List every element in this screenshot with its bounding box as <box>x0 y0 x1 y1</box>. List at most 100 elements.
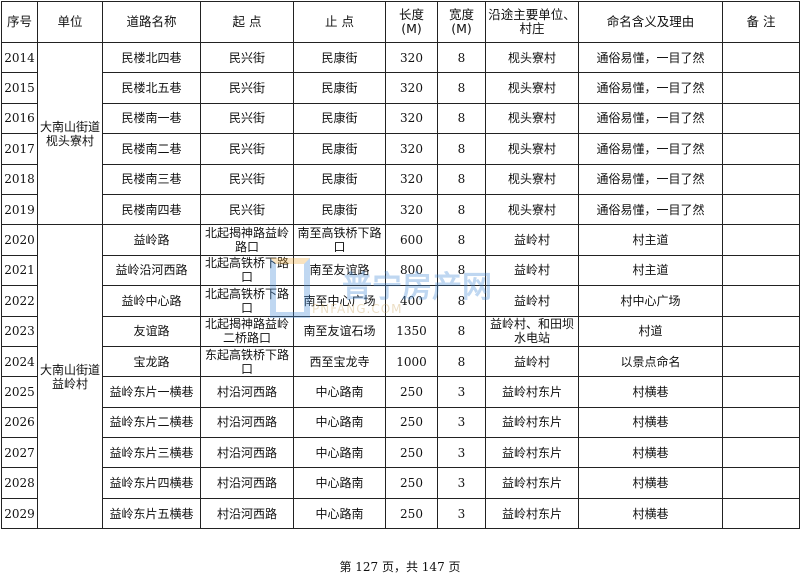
end-cell: 中心路南 <box>293 497 386 530</box>
along-cell: 枧头寮村 <box>485 193 579 226</box>
name-cell: 益岭路 <box>102 224 201 256</box>
name-cell: 益岭东片二横巷 <box>102 406 201 439</box>
along-cell: 益岭村东片 <box>485 497 579 530</box>
note-cell <box>722 224 800 256</box>
col-start-header: 起 点 <box>200 1 294 43</box>
table-row: 2016 民楼南一巷 民兴街 民康街 320 8 枧头寮村 通俗易懂，一目了然 <box>1 102 800 135</box>
length-cell: 320 <box>385 163 438 195</box>
meaning-cell: 通俗易懂，一目了然 <box>578 163 723 195</box>
along-cell: 益岭村东片 <box>485 406 579 439</box>
end-cell: 南至高铁桥下路口 <box>293 224 386 256</box>
note-cell <box>722 193 800 226</box>
end-cell: 南至友谊路 <box>293 254 386 287</box>
unit-cell: 大南山街道益岭村 <box>37 224 103 530</box>
along-cell: 益岭村东片 <box>485 437 579 469</box>
width-cell: 3 <box>437 437 486 469</box>
width-cell: 8 <box>437 133 486 165</box>
col-length-header: 长度 (M) <box>385 1 438 43</box>
length-cell: 250 <box>385 497 438 530</box>
width-cell: 8 <box>437 72 486 104</box>
length-cell: 320 <box>385 102 438 135</box>
name-cell: 民楼南二巷 <box>102 133 201 165</box>
start-cell: 民兴街 <box>200 133 294 165</box>
length-cell: 250 <box>385 406 438 439</box>
end-cell: 中心路南 <box>293 467 386 499</box>
unit-cell: 大南山街道枧头寮村 <box>37 41 103 226</box>
meaning-cell: 以景点命名 <box>578 345 723 378</box>
length-cell: 1000 <box>385 345 438 378</box>
meaning-cell: 村横巷 <box>578 376 723 408</box>
table-row: 2027 益岭东片三横巷 村沿河西路 中心路南 250 3 益岭村东片 村横巷 <box>1 437 800 469</box>
meaning-cell: 通俗易懂，一目了然 <box>578 41 723 74</box>
along-cell: 益岭村东片 <box>485 376 579 408</box>
end-cell: 中心路南 <box>293 437 386 469</box>
start-cell: 民兴街 <box>200 102 294 135</box>
meaning-cell: 村中心广场 <box>578 285 723 317</box>
width-cell: 3 <box>437 376 486 408</box>
no-cell: 2018 <box>1 163 38 195</box>
no-cell: 2014 <box>1 41 38 74</box>
note-cell <box>722 497 800 530</box>
end-cell: 民康街 <box>293 41 386 74</box>
along-cell: 益岭村、和田坝水电站 <box>485 315 579 347</box>
width-cell: 8 <box>437 285 486 317</box>
start-cell: 北起揭神路益岭二桥路口 <box>200 315 294 347</box>
table-row: 2028 益岭东片四横巷 村沿河西路 中心路南 250 3 益岭村东片 村横巷 <box>1 467 800 499</box>
end-cell: 民康街 <box>293 163 386 195</box>
meaning-cell: 通俗易懂，一目了然 <box>578 193 723 226</box>
no-cell: 2028 <box>1 467 38 499</box>
page-footer: 第 127 页，共 147 页 <box>339 560 461 574</box>
length-cell: 250 <box>385 376 438 408</box>
col-width-header: 宽度 (M) <box>437 1 486 43</box>
table-row: 2026 益岭东片二横巷 村沿河西路 中心路南 250 3 益岭村东片 村横巷 <box>1 406 800 439</box>
no-cell: 2020 <box>1 224 38 256</box>
table-row: 2029 益岭东片五横巷 村沿河西路 中心路南 250 3 益岭村东片 村横巷 <box>1 497 800 530</box>
length-cell: 320 <box>385 72 438 104</box>
meaning-cell: 通俗易懂，一目了然 <box>578 102 723 135</box>
table-row: 2022 益岭中心路 北起高铁桥下路口 南至中心广场 400 8 益岭村 村中心广场 <box>1 285 800 317</box>
meaning-cell: 村横巷 <box>578 467 723 499</box>
width-cell: 8 <box>437 254 486 287</box>
length-cell: 400 <box>385 285 438 317</box>
length-cell: 1350 <box>385 315 438 347</box>
width-cell: 3 <box>437 497 486 530</box>
length-cell: 800 <box>385 254 438 287</box>
name-cell: 益岭东片四横巷 <box>102 467 201 499</box>
end-cell: 中心路南 <box>293 376 386 408</box>
col-note-header: 备 注 <box>722 1 800 43</box>
start-cell: 东起高铁桥下路口 <box>200 345 294 378</box>
meaning-cell: 村横巷 <box>578 437 723 469</box>
length-cell: 250 <box>385 467 438 499</box>
end-cell: 民康街 <box>293 193 386 226</box>
name-cell: 益岭东片一横巷 <box>102 376 201 408</box>
end-cell: 西至宝龙寺 <box>293 345 386 378</box>
name-cell: 友谊路 <box>102 315 201 347</box>
length-cell: 320 <box>385 193 438 226</box>
start-cell: 村沿河西路 <box>200 376 294 408</box>
start-cell: 村沿河西路 <box>200 437 294 469</box>
along-cell: 益岭村东片 <box>485 467 579 499</box>
note-cell <box>722 41 800 74</box>
name-cell: 益岭东片五横巷 <box>102 497 201 530</box>
length-cell: 320 <box>385 133 438 165</box>
name-cell: 宝龙路 <box>102 345 201 378</box>
no-cell: 2027 <box>1 437 38 469</box>
along-cell: 益岭村 <box>485 345 579 378</box>
start-cell: 民兴街 <box>200 163 294 195</box>
along-cell: 枧头寮村 <box>485 133 579 165</box>
table-row: 2017 民楼南二巷 民兴街 民康街 320 8 枧头寮村 通俗易懂，一目了然 <box>1 133 800 165</box>
table-row: 2025 益岭东片一横巷 村沿河西路 中心路南 250 3 益岭村东片 村横巷 <box>1 376 800 408</box>
no-cell: 2021 <box>1 254 38 287</box>
start-cell: 民兴街 <box>200 41 294 74</box>
along-cell: 益岭村 <box>485 254 579 287</box>
col-road-name-header: 道路名称 <box>102 1 201 43</box>
note-cell <box>722 102 800 135</box>
along-cell: 枧头寮村 <box>485 102 579 135</box>
note-cell <box>722 285 800 317</box>
name-cell: 民楼北五巷 <box>102 72 201 104</box>
name-cell: 益岭中心路 <box>102 285 201 317</box>
note-cell <box>722 437 800 469</box>
table-row: 2015 民楼北五巷 民兴街 民康街 320 8 枧头寮村 通俗易懂，一目了然 <box>1 72 800 104</box>
end-cell: 民康街 <box>293 102 386 135</box>
col-end-header: 止 点 <box>293 1 386 43</box>
